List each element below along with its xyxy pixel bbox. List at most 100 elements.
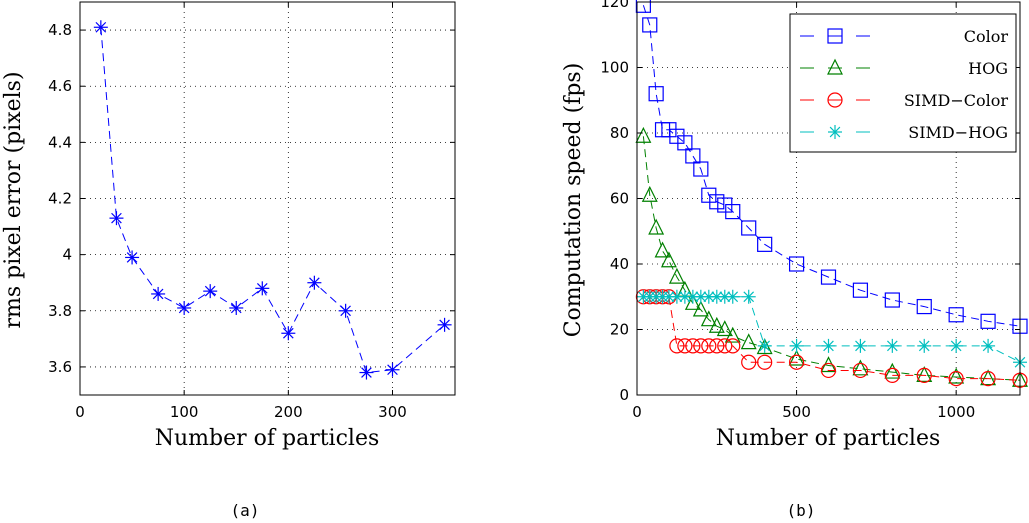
chart-a-xlabel: Number of particles xyxy=(155,426,380,451)
data-point xyxy=(741,354,757,370)
series-line xyxy=(100,27,445,374)
data-point xyxy=(125,250,140,265)
data-point xyxy=(724,326,741,343)
series-hog xyxy=(635,126,1028,387)
x-tick-label: 300 xyxy=(378,403,407,421)
data-point xyxy=(693,161,709,177)
data-point xyxy=(980,313,996,329)
data-point xyxy=(788,256,805,272)
y-tick-label: 3.6 xyxy=(48,358,72,376)
series-simd-color xyxy=(635,289,1028,388)
data-point xyxy=(677,338,693,354)
data-point xyxy=(151,286,166,301)
data-point xyxy=(669,338,685,354)
data-point xyxy=(693,338,709,354)
data-point xyxy=(701,338,717,354)
data-point xyxy=(725,204,741,220)
data-point xyxy=(635,126,652,143)
data-point xyxy=(884,367,900,383)
data-point xyxy=(109,211,124,226)
chart-b-ylabel: Computation speed (fps) xyxy=(561,63,586,338)
data-point xyxy=(725,289,740,304)
legend-marker xyxy=(827,58,843,75)
data-point xyxy=(788,349,805,366)
chart-a-series xyxy=(93,20,452,380)
series-0 xyxy=(93,20,452,380)
data-point xyxy=(641,185,658,202)
data-point xyxy=(948,367,965,384)
y-tick-label: 3.8 xyxy=(48,302,72,320)
data-point xyxy=(203,284,218,299)
chart-b-xlabel: Number of particles xyxy=(716,426,941,451)
chart-a-panel-label: (a) xyxy=(231,501,260,520)
data-point xyxy=(717,338,733,354)
legend-label: SIMD−Color xyxy=(904,91,1009,110)
data-point xyxy=(177,300,192,315)
series-simd-hog xyxy=(636,289,1027,370)
chart-b-panel-label: (b) xyxy=(787,501,816,520)
data-point xyxy=(948,307,964,323)
data-point xyxy=(359,365,374,380)
data-point xyxy=(916,298,932,315)
data-point xyxy=(757,236,773,252)
data-point xyxy=(437,317,452,332)
chart-a-grid xyxy=(80,2,455,395)
chart-b-series xyxy=(635,0,1028,388)
data-point xyxy=(757,354,773,370)
data-point xyxy=(725,338,741,354)
y-tick-label: 100 xyxy=(600,59,629,77)
x-tick-label: 200 xyxy=(274,403,303,421)
x-tick-label: 100 xyxy=(170,403,199,421)
y-tick-label: 60 xyxy=(610,190,629,208)
y-tick-label: 0 xyxy=(619,386,629,404)
chart-b-ticks: 0 500 1000 0 20 40 60 80 100 120 xyxy=(600,0,1020,421)
data-point xyxy=(757,338,772,353)
data-point xyxy=(981,338,996,353)
data-point xyxy=(642,17,658,33)
data-point xyxy=(852,282,869,298)
chart-b: 0 500 1000 0 20 40 60 80 100 120 Number of partic… xyxy=(561,0,1028,520)
legend-label: Color xyxy=(964,27,1009,46)
chart-a-ylabel: rms pixel error (pixels) xyxy=(1,71,26,328)
data-point xyxy=(716,320,733,337)
data-point xyxy=(820,362,837,379)
data-point xyxy=(789,338,804,353)
data-point xyxy=(255,281,270,296)
y-tick-label: 20 xyxy=(610,321,629,339)
data-point xyxy=(756,338,773,355)
data-point xyxy=(980,369,997,386)
data-point xyxy=(949,338,964,353)
chart-b-legend: Color HOG SIMD−Color SIMD−HOG xyxy=(789,13,1017,153)
data-point xyxy=(229,300,244,315)
data-point xyxy=(852,359,869,376)
data-point xyxy=(654,241,671,258)
data-point xyxy=(820,269,837,285)
legend-label: SIMD−HOG xyxy=(908,123,1008,142)
data-point xyxy=(93,20,108,35)
legend-marker xyxy=(827,92,843,108)
data-point xyxy=(684,293,701,310)
data-point xyxy=(700,310,717,327)
legend-label: HOG xyxy=(968,59,1008,78)
data-point xyxy=(685,148,701,164)
y-tick-label: 40 xyxy=(610,255,629,273)
chart-a-axes-box xyxy=(79,1,456,396)
x-tick-label: 0 xyxy=(632,403,642,421)
data-point xyxy=(281,326,296,341)
data-point xyxy=(708,316,725,333)
data-point xyxy=(338,303,353,318)
data-point xyxy=(788,354,805,370)
y-tick-label: 4.2 xyxy=(48,190,72,208)
data-point xyxy=(685,289,700,304)
data-point xyxy=(668,267,685,284)
series-line xyxy=(643,296,1021,381)
data-point xyxy=(660,251,677,268)
data-point xyxy=(916,366,933,382)
data-point xyxy=(980,371,996,387)
data-point xyxy=(821,338,836,353)
data-point xyxy=(709,194,725,210)
legend-marker xyxy=(827,28,843,44)
y-tick-label: 80 xyxy=(610,124,629,142)
data-point xyxy=(740,333,757,350)
